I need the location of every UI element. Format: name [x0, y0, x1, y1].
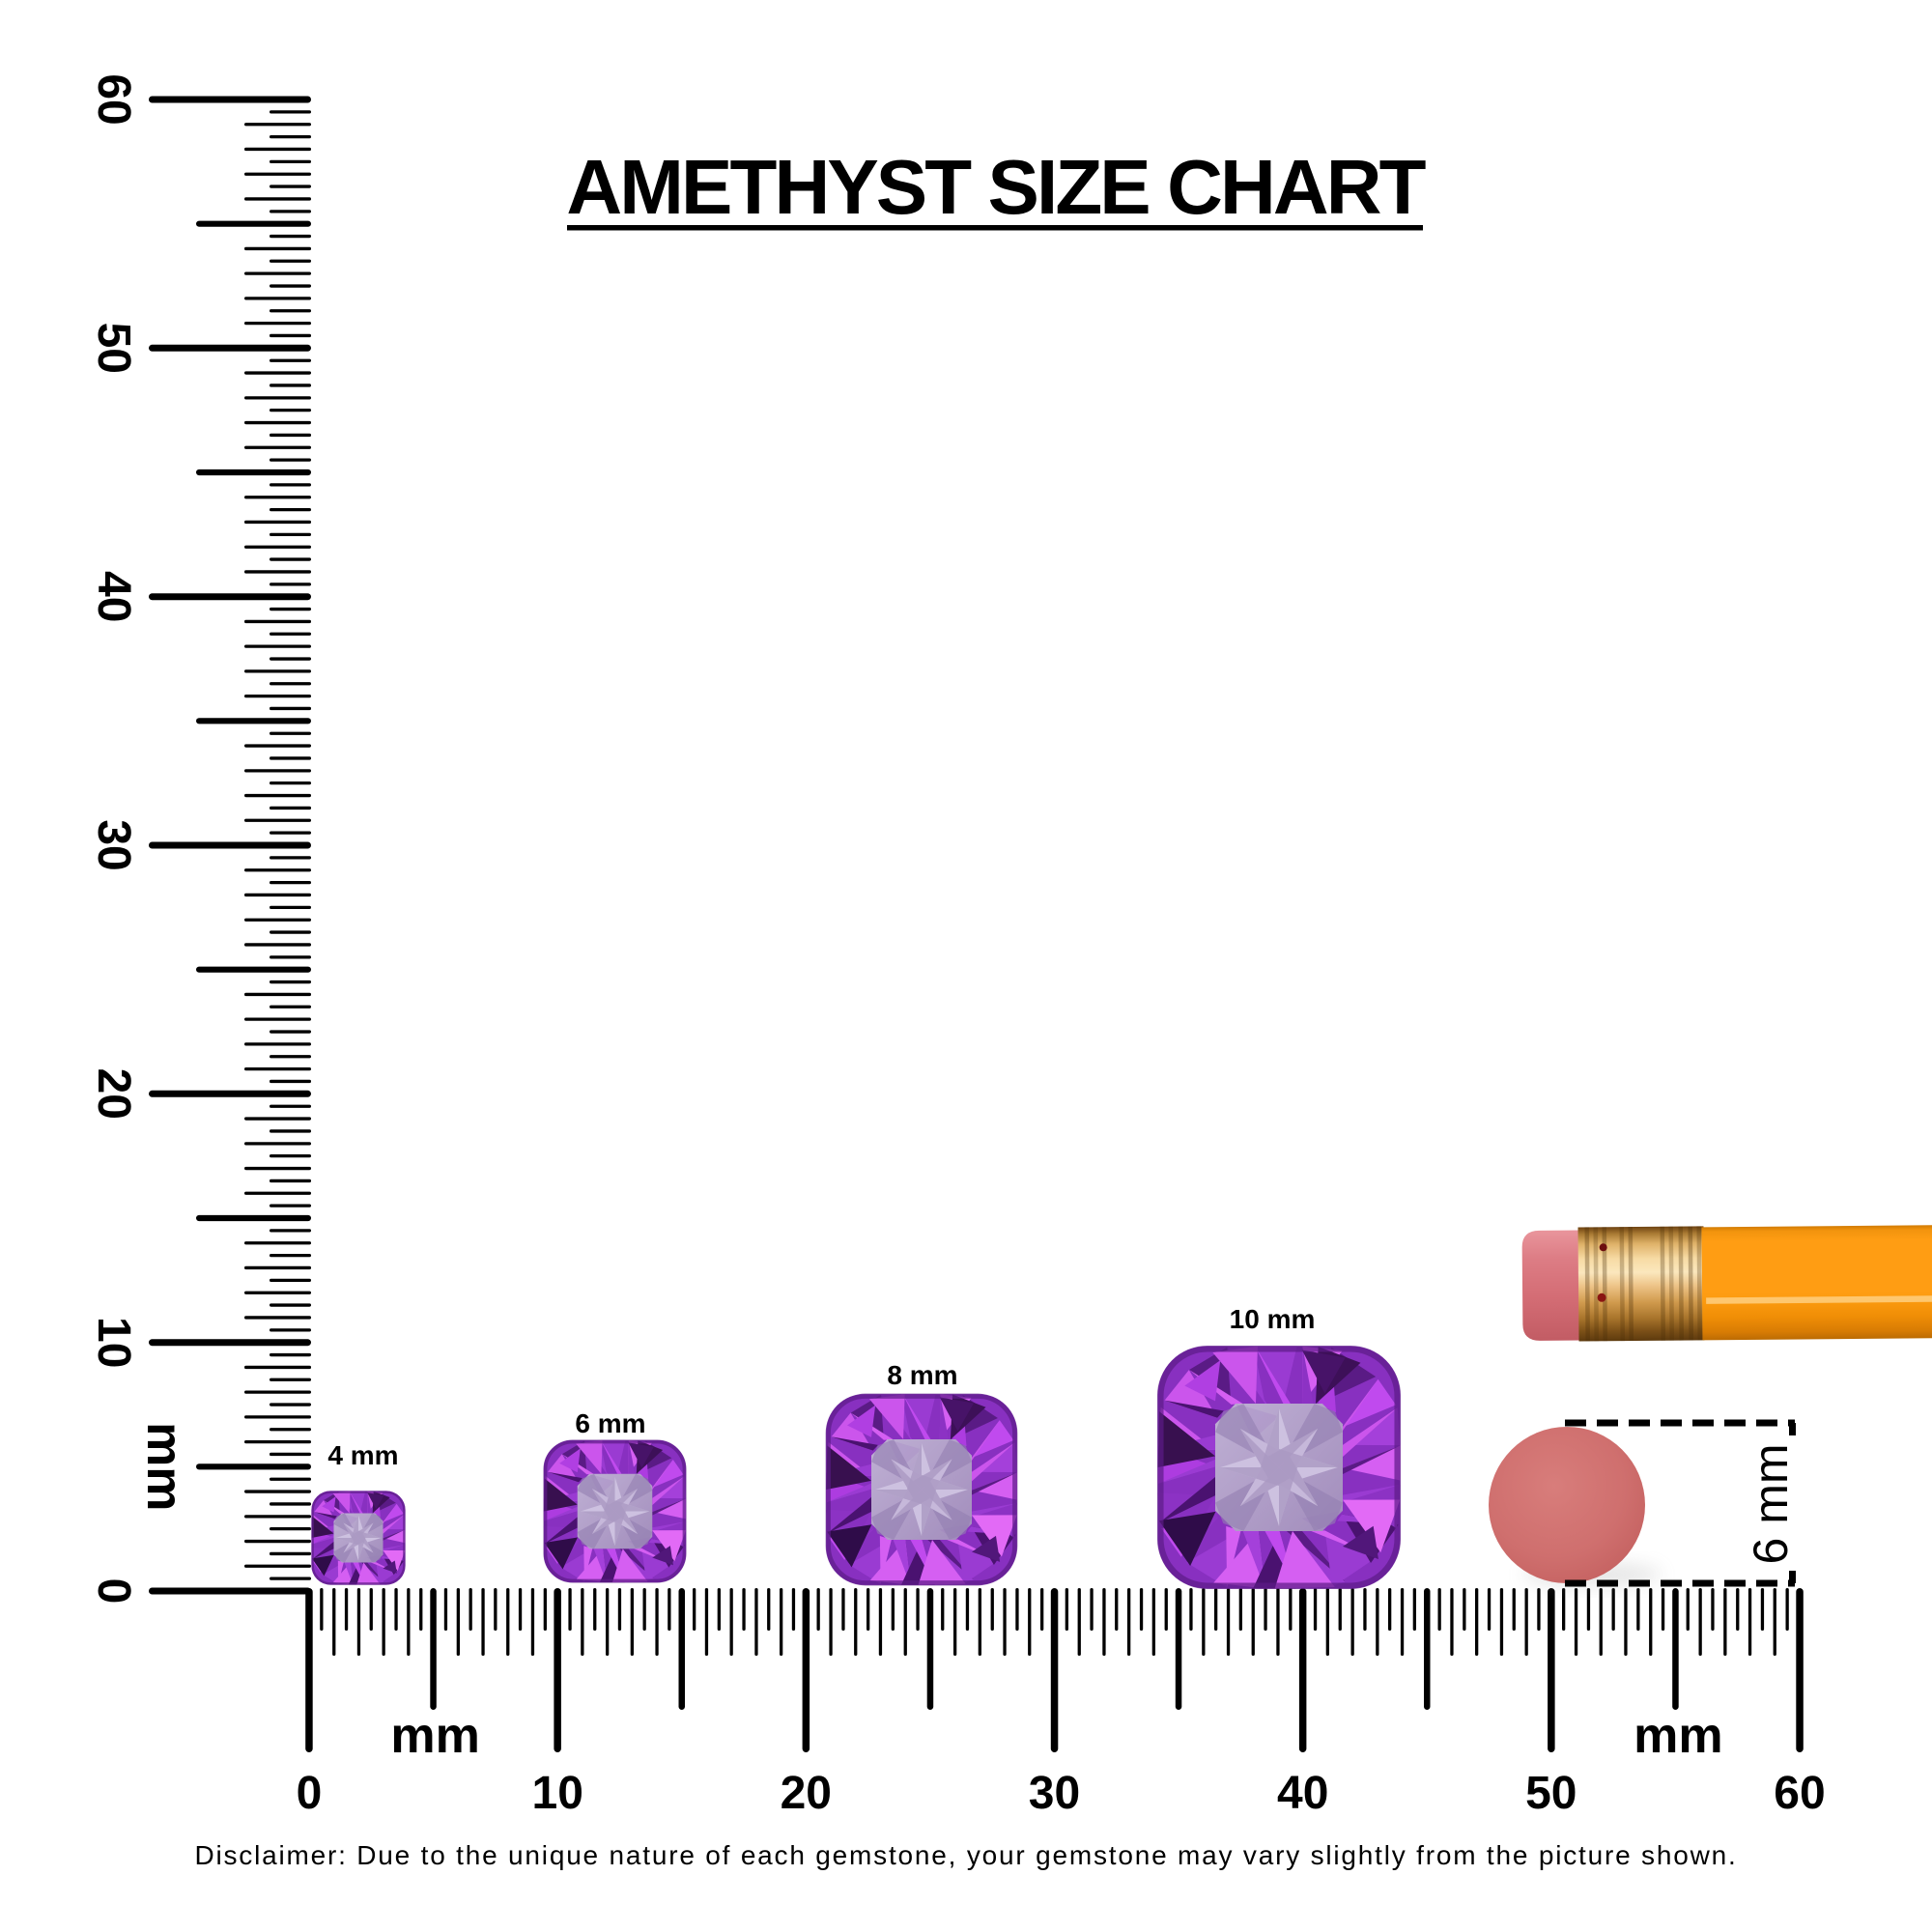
svg-text:mm: mm — [1634, 1708, 1722, 1764]
svg-text:6 mm: 6 mm — [1744, 1444, 1798, 1565]
svg-text:50: 50 — [1525, 1768, 1577, 1819]
svg-text:40: 40 — [1277, 1768, 1328, 1819]
svg-text:10 mm: 10 mm — [1230, 1304, 1316, 1334]
svg-text:10: 10 — [532, 1768, 583, 1819]
svg-text:6 mm: 6 mm — [575, 1408, 645, 1438]
svg-text:40: 40 — [88, 571, 139, 622]
svg-text:60: 60 — [1774, 1768, 1825, 1819]
svg-text:20: 20 — [781, 1768, 832, 1819]
svg-text:AMETHYST SIZE CHART: AMETHYST SIZE CHART — [566, 144, 1426, 230]
svg-text:mm: mm — [136, 1422, 192, 1511]
svg-text:mm: mm — [390, 1708, 479, 1764]
svg-text:60: 60 — [88, 73, 139, 125]
svg-text:50: 50 — [88, 323, 139, 374]
svg-text:0: 0 — [88, 1578, 139, 1605]
svg-text:Disclaimer: Due to the unique: Disclaimer: Due to the unique nature of … — [194, 1840, 1737, 1870]
svg-text:0: 0 — [297, 1768, 323, 1819]
svg-text:8 mm: 8 mm — [887, 1360, 957, 1390]
svg-text:4 mm: 4 mm — [327, 1440, 398, 1470]
svg-text:30: 30 — [1029, 1768, 1080, 1819]
svg-text:30: 30 — [88, 819, 139, 870]
svg-text:10: 10 — [88, 1317, 139, 1368]
svg-text:20: 20 — [88, 1068, 139, 1120]
